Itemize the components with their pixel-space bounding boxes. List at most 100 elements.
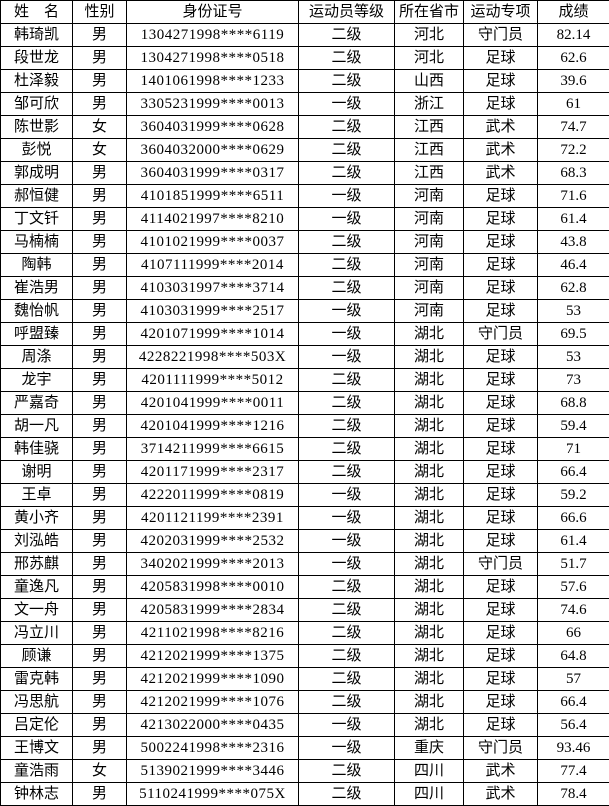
table-row: 钟林志男 5110241999****075X 二级 四川 武术 78.4	[0, 782, 609, 806]
cell-specialty: 足球	[463, 207, 538, 231]
cell-gender: 男	[72, 276, 127, 300]
cell-gender: 男	[72, 69, 127, 93]
cell-id-number: 4212021999****1090	[126, 667, 299, 691]
table-row: 杜泽毅男 1401061998****1233 二级 山西 足球 39.6	[0, 69, 609, 93]
cell-score: 82.14	[537, 23, 609, 47]
cell-name: 邹可欣	[0, 92, 73, 116]
cell-specialty: 足球	[463, 46, 538, 70]
cell-athlete-level: 二级	[298, 46, 395, 70]
cell-specialty: 足球	[463, 299, 538, 323]
table-body: 韩琦凯男 1304271998****6119 二级 河北 守门员 82.14 段世龙男 13…	[0, 23, 609, 806]
cell-id-number: 4101021999****0037	[126, 230, 299, 254]
cell-score: 57	[537, 667, 609, 691]
cell-athlete-level: 二级	[298, 437, 395, 461]
cell-specialty: 武术	[463, 115, 538, 139]
cell-athlete-level: 二级	[298, 138, 395, 162]
table-row: 丁文钎男 4114021997****8210 一级 河南 足球 61.4	[0, 207, 609, 231]
cell-province: 湖北	[394, 345, 464, 369]
cell-gender: 男	[72, 575, 127, 599]
cell-athlete-level: 二级	[298, 368, 395, 392]
cell-gender: 男	[72, 437, 127, 461]
cell-name: 周涤	[0, 345, 73, 369]
cell-athlete-level: 二级	[298, 690, 395, 714]
cell-province: 湖北	[394, 644, 464, 668]
cell-specialty: 足球	[463, 253, 538, 277]
cell-id-number: 1401061998****1233	[126, 69, 299, 93]
cell-province: 浙江	[394, 92, 464, 116]
cell-province: 河南	[394, 299, 464, 323]
cell-score: 66.4	[537, 690, 609, 714]
cell-name: 童逸凡	[0, 575, 73, 599]
cell-specialty: 武术	[463, 161, 538, 185]
table-row: 郝恒健男 4101851999****6511 一级 河南 足球 71.6	[0, 184, 609, 208]
cell-athlete-level: 一级	[298, 736, 395, 760]
table-row: 崔浩男男 4103031997****3714 二级 河南 足球 62.8	[0, 276, 609, 300]
cell-id-number: 3402021999****2013	[126, 552, 299, 576]
cell-name: 段世龙	[0, 46, 73, 70]
header-name: 姓 名	[0, 0, 73, 24]
cell-province: 湖北	[394, 575, 464, 599]
cell-score: 68.3	[537, 161, 609, 185]
cell-specialty: 足球	[463, 230, 538, 254]
table-row: 周涤男 4228221998****503X 一级 湖北 足球 53	[0, 345, 609, 369]
cell-specialty: 足球	[463, 713, 538, 737]
cell-name: 吕定伦	[0, 713, 73, 737]
cell-score: 74.7	[537, 115, 609, 139]
cell-name: 邢苏麒	[0, 552, 73, 576]
cell-province: 湖北	[394, 690, 464, 714]
cell-athlete-level: 一级	[298, 713, 395, 737]
cell-name: 严嘉奇	[0, 391, 73, 415]
cell-province: 江西	[394, 138, 464, 162]
cell-id-number: 4212021999****1375	[126, 644, 299, 668]
table-row: 文一舟男 4205831999****2834 二级 湖北 足球 74.6	[0, 598, 609, 622]
cell-gender: 男	[72, 621, 127, 645]
cell-score: 61.4	[537, 207, 609, 231]
cell-gender: 男	[72, 345, 127, 369]
header-row: 姓 名 性别 身份证号 运动员等级 所在省市 运动专项 成绩	[0, 0, 609, 24]
cell-score: 72.2	[537, 138, 609, 162]
cell-specialty: 足球	[463, 69, 538, 93]
cell-province: 湖北	[394, 552, 464, 576]
cell-province: 江西	[394, 161, 464, 185]
cell-specialty: 足球	[463, 391, 538, 415]
cell-specialty: 足球	[463, 345, 538, 369]
cell-id-number: 4211021998****8216	[126, 621, 299, 645]
cell-athlete-level: 一级	[298, 299, 395, 323]
table-row: 冯思航男 4212021999****1076 二级 湖北 足球 66.4	[0, 690, 609, 714]
cell-athlete-level: 二级	[298, 621, 395, 645]
cell-province: 湖北	[394, 391, 464, 415]
table-row: 雷克韩男 4212021999****1090 二级 湖北 足球 57	[0, 667, 609, 691]
cell-score: 66.6	[537, 506, 609, 530]
cell-province: 四川	[394, 759, 464, 783]
cell-score: 61.4	[537, 529, 609, 553]
cell-score: 66	[537, 621, 609, 645]
cell-province: 江西	[394, 115, 464, 139]
cell-gender: 男	[72, 46, 127, 70]
cell-name: 呼盟臻	[0, 322, 73, 346]
cell-name: 马楠楠	[0, 230, 73, 254]
cell-specialty: 守门员	[463, 322, 538, 346]
cell-athlete-level: 一级	[298, 322, 395, 346]
cell-name: 冯思航	[0, 690, 73, 714]
cell-province: 河南	[394, 253, 464, 277]
cell-athlete-level: 二级	[298, 69, 395, 93]
cell-specialty: 足球	[463, 414, 538, 438]
cell-id-number: 1304271998****6119	[126, 23, 299, 47]
table-row: 邢苏麒男 3402021999****2013 一级 湖北 守门员 51.7	[0, 552, 609, 576]
cell-gender: 男	[72, 644, 127, 668]
cell-id-number: 3604032000****0629	[126, 138, 299, 162]
table-row: 郭成明男 3604031999****0317 二级 江西 武术 68.3	[0, 161, 609, 185]
cell-score: 59.2	[537, 483, 609, 507]
cell-name: 黄小齐	[0, 506, 73, 530]
cell-specialty: 足球	[463, 529, 538, 553]
cell-name: 雷克韩	[0, 667, 73, 691]
cell-specialty: 足球	[463, 437, 538, 461]
table-row: 彭悦女 3604032000****0629 二级 江西 武术 72.2	[0, 138, 609, 162]
cell-specialty: 足球	[463, 184, 538, 208]
cell-athlete-level: 二级	[298, 598, 395, 622]
cell-score: 53	[537, 299, 609, 323]
cell-athlete-level: 一级	[298, 552, 395, 576]
cell-name: 崔浩男	[0, 276, 73, 300]
